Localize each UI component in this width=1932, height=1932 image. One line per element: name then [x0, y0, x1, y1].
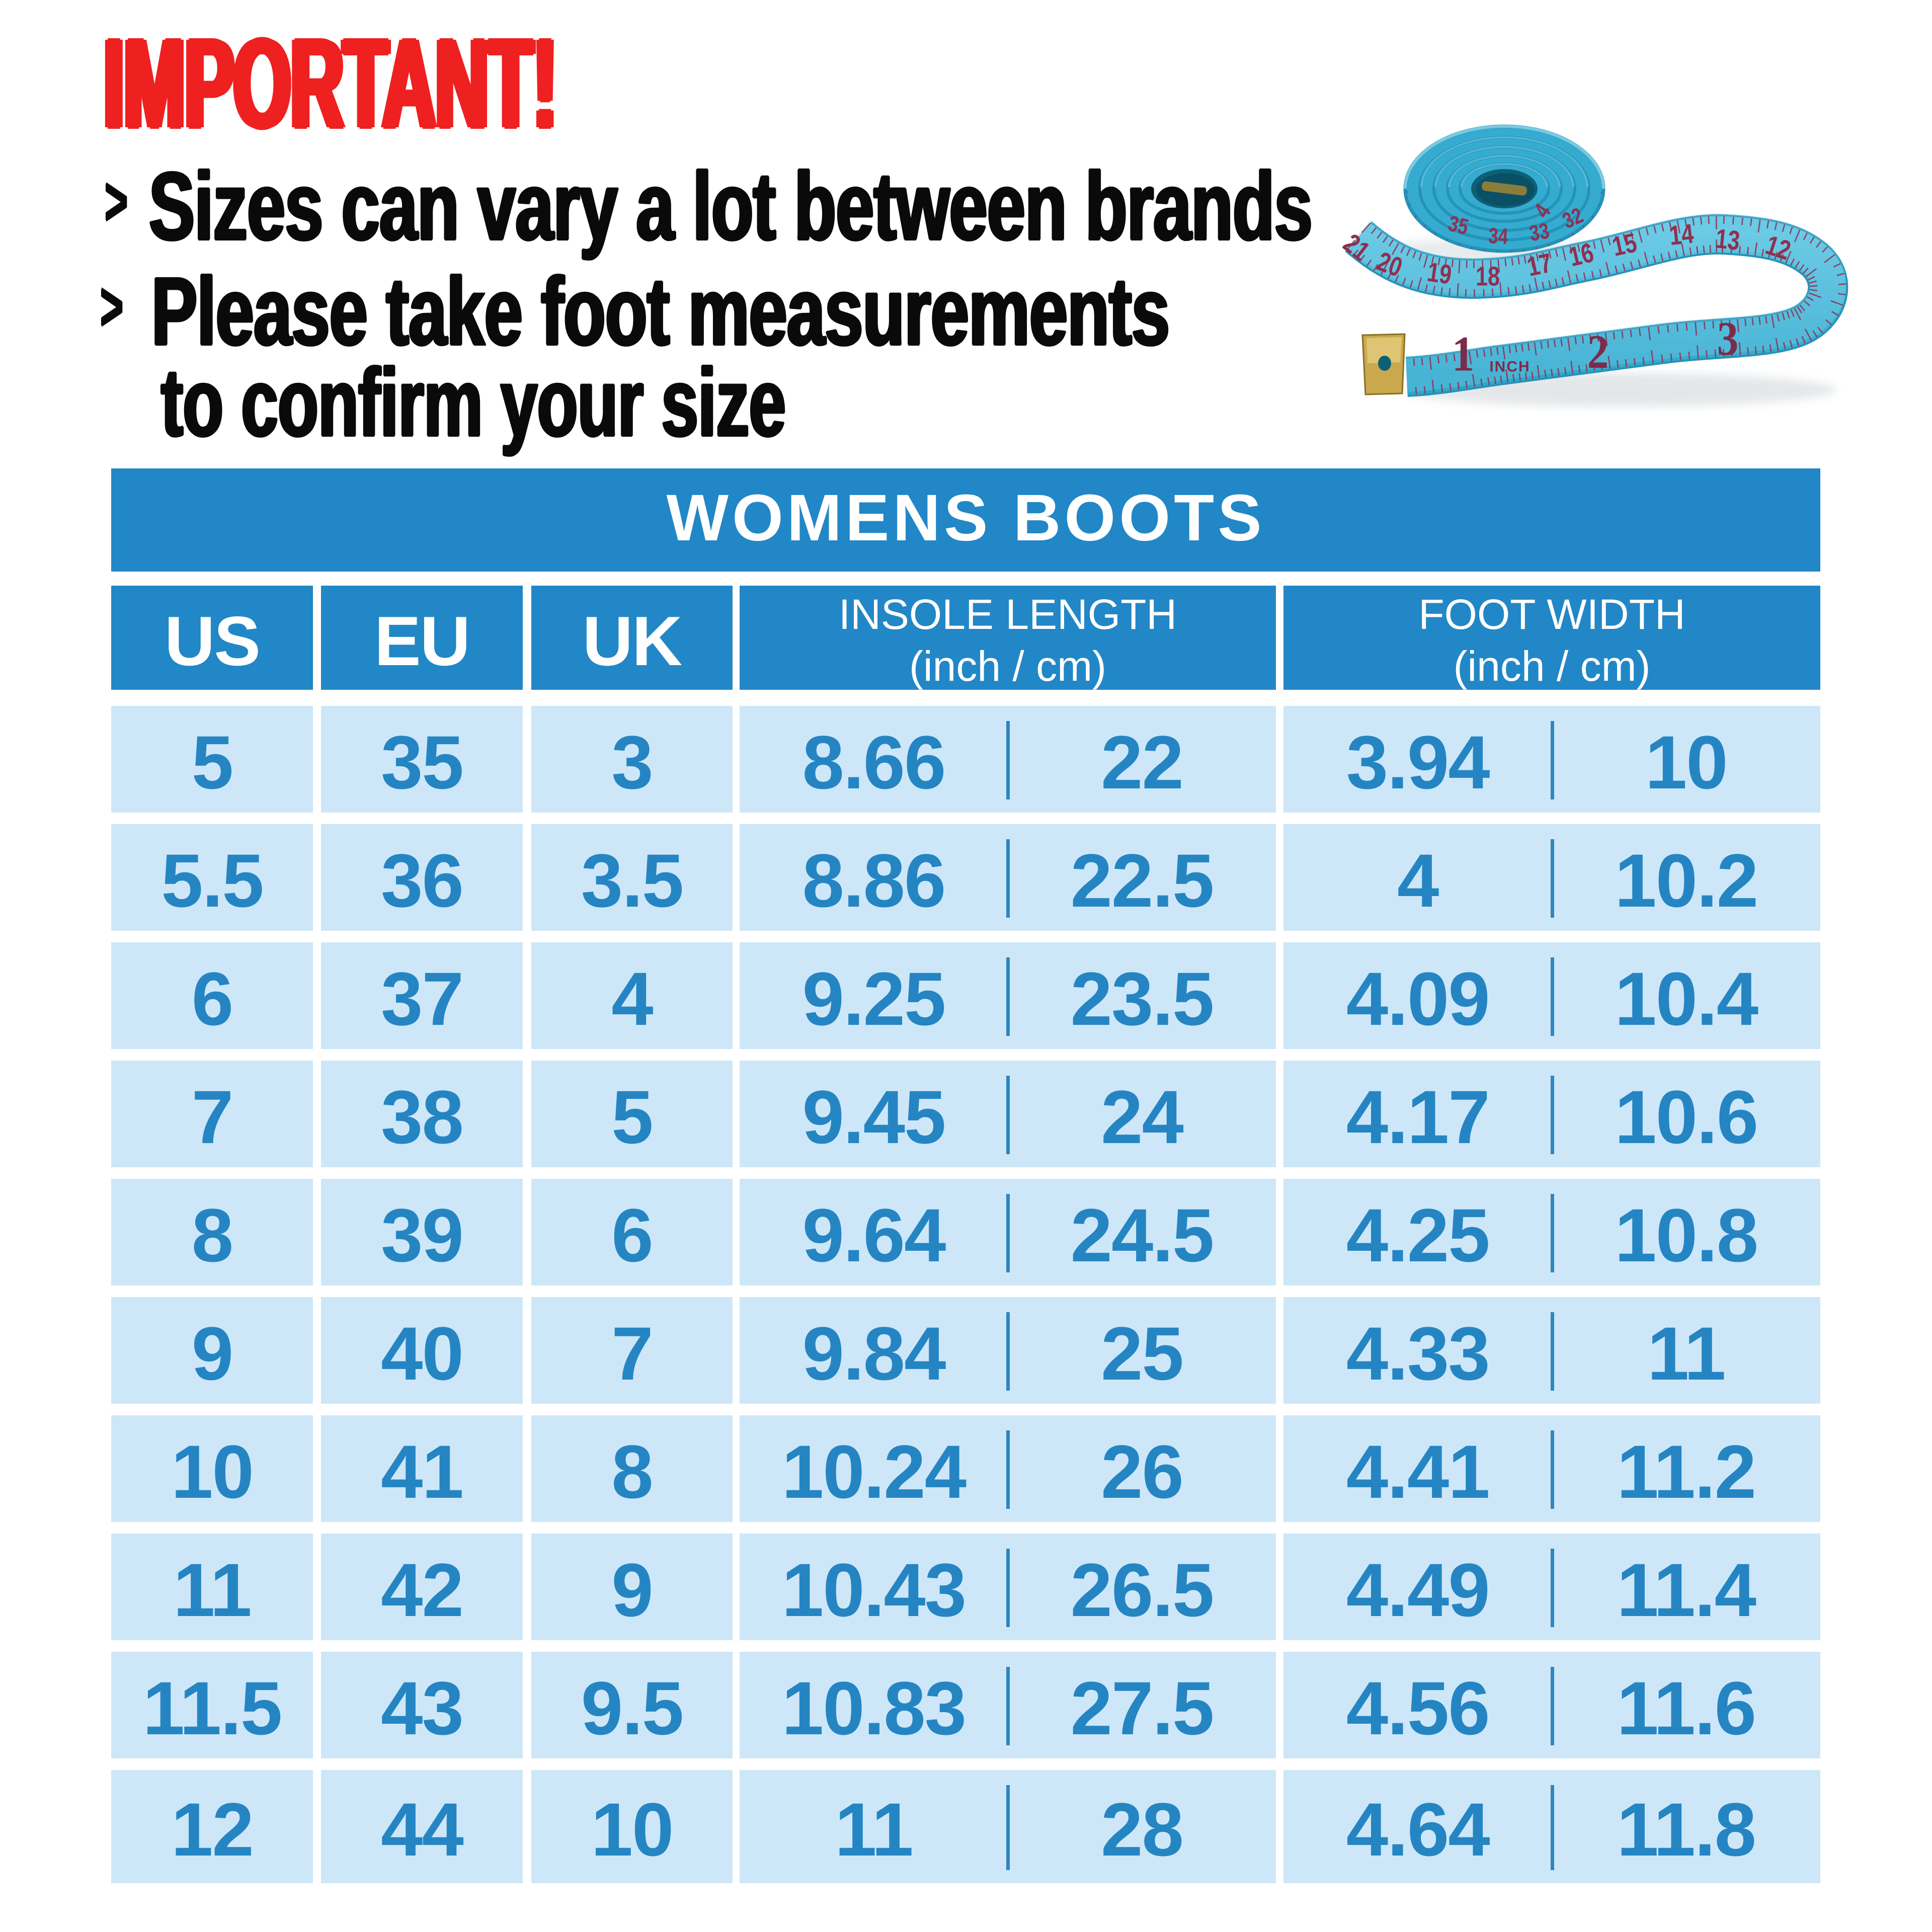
svg-text:19: 19: [1425, 257, 1454, 290]
svg-text:14: 14: [1668, 219, 1695, 251]
svg-text:1: 1: [1452, 326, 1475, 381]
svg-text:INCH: INCH: [1489, 359, 1530, 375]
svg-text:34: 34: [1488, 223, 1509, 249]
svg-text:2: 2: [1587, 325, 1609, 378]
svg-text:3: 3: [1717, 312, 1739, 365]
svg-text:33: 33: [1527, 219, 1551, 247]
svg-text:13: 13: [1714, 224, 1741, 256]
svg-text:18: 18: [1476, 262, 1500, 292]
